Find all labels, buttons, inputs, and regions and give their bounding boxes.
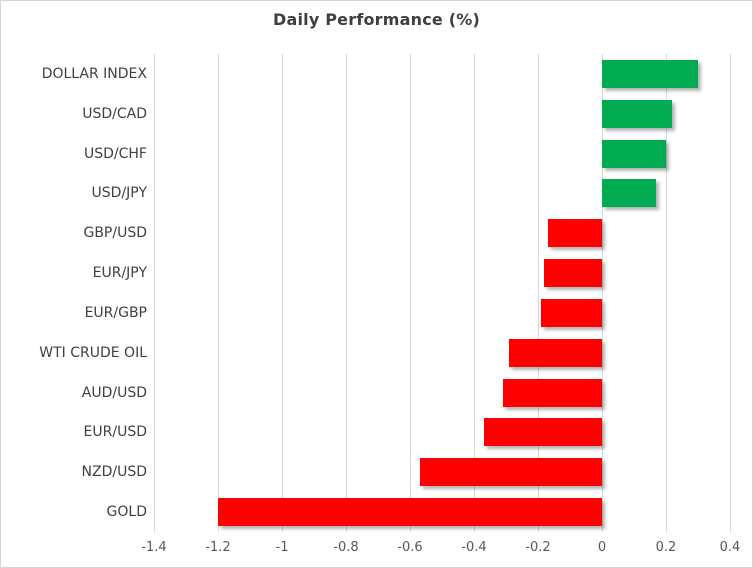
bar-nzd-usd [419, 458, 602, 487]
category-label: EUR/JPY [92, 265, 147, 282]
x-axis-tick-label: 0 [597, 540, 607, 555]
x-gridline [154, 54, 155, 532]
x-gridline [666, 54, 667, 532]
chart-title: Daily Performance (%) [273, 10, 480, 29]
x-axis-tick-label: -0.8 [333, 540, 359, 555]
bar-usd-jpy [602, 179, 657, 208]
category-label: EUR/GBP [84, 304, 147, 321]
x-axis-tick-label: -0.2 [525, 540, 551, 555]
x-gridline [218, 54, 219, 532]
x-gridline [410, 54, 411, 532]
bar-usd-cad [602, 99, 673, 128]
bar-gold [218, 498, 602, 527]
bar-aud-usd [502, 378, 602, 407]
category-label: USD/CHF [84, 145, 147, 162]
x-gridline [346, 54, 347, 532]
x-axis-tick-label: -1.4 [141, 540, 167, 555]
x-gridline [602, 54, 603, 532]
bar-eur-usd [483, 418, 602, 447]
x-axis-tick-label: 0.2 [655, 540, 677, 555]
bar-eur-gbp [541, 298, 602, 327]
bar-gbp-usd [547, 219, 602, 248]
x-gridline [474, 54, 475, 532]
x-gridline [538, 54, 539, 532]
category-label: USD/JPY [91, 185, 147, 202]
category-label: GOLD [106, 504, 147, 521]
category-label: USD/CAD [82, 105, 147, 122]
bar-usd-chf [602, 139, 666, 168]
x-axis-tick-label: -0.4 [461, 540, 487, 555]
x-axis-tick-label: -0.6 [397, 540, 423, 555]
x-axis-tick-label: -1.2 [205, 540, 231, 555]
bar-eur-jpy [544, 259, 602, 288]
category-label: GBP/USD [83, 225, 147, 242]
category-label: EUR/USD [83, 424, 147, 441]
category-label: DOLLAR INDEX [41, 65, 147, 82]
category-label: AUD/USD [81, 384, 147, 401]
category-label: WTI CRUDE OIL [39, 344, 147, 361]
x-gridline [282, 54, 283, 532]
x-gridline [730, 54, 731, 532]
bar-dollar-index [602, 59, 698, 88]
x-axis-tick-label: -1 [275, 540, 289, 555]
bar-wti-crude-oil [509, 338, 602, 367]
category-label: NZD/USD [81, 464, 147, 481]
x-axis-tick-label: 0.4 [719, 540, 741, 555]
